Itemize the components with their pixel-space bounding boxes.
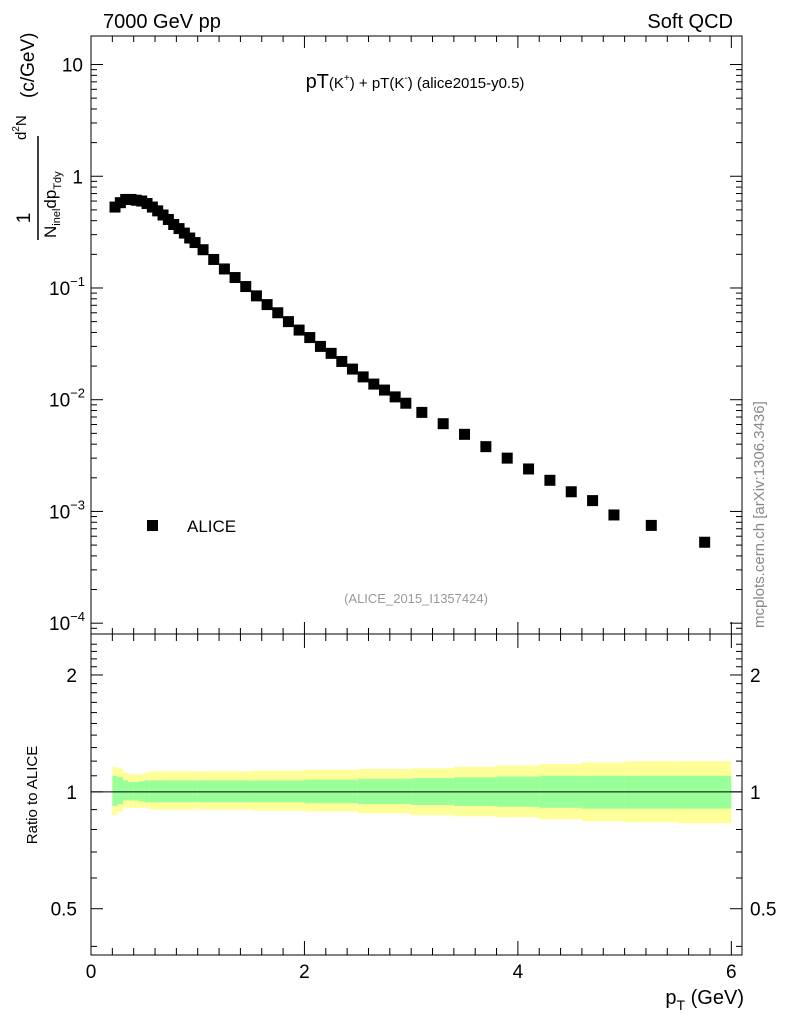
data-point [189,237,201,249]
data-point [368,378,380,390]
data-point [357,371,369,383]
x-tick-label: 0 [86,962,97,983]
ratio-inner-band-segment [139,781,145,802]
main-panel: 10 1 10−1 10−2 10−3 10−4 pT(K+) + pT(K-) (ali… [49,35,743,635]
plot-title: pT(K+) + pT(K-) (alice2015-y0.5) [306,71,525,93]
ratio-inner-band-segment [128,782,134,801]
ylabel-num-dn: d2N [11,115,30,140]
data-point [389,391,401,403]
data-point [336,355,348,367]
data-point [459,428,471,440]
x-axis-label: pT (GeV) [665,987,744,1013]
data-point [437,418,449,430]
ylabel-num-two: 2 [11,126,22,132]
main-y-tick-label: 10−2 [49,386,85,412]
ylabel-num-one: 1 [14,213,35,224]
ylabel-unit: (c/GeV) [18,33,39,98]
main-y-tick-label: 10−4 [49,609,85,635]
main-y-tick-label: 10 [62,56,83,77]
title-main: pT [306,71,329,93]
ratio-frame [90,633,743,956]
data-point [400,397,412,409]
main-y-axis-label: 1 d2N NineldpTdy (c/GeV) [11,33,64,240]
main-y-tick-label: 10−1 [49,274,85,300]
xlabel-unit: (GeV) [685,987,744,1009]
analysis-id: (ALICE_2015_I1357424) [344,591,488,606]
main-axis-ticks: 10 1 10−1 10−2 10−3 10−4 [49,36,742,635]
ratio-y-tick-label-right: 0.5 [750,900,776,921]
data-point [314,340,326,352]
header-energy: 7000 GeV pp [103,11,221,33]
ratio-inner-band-segment [133,782,140,801]
ratio-inner-band-segment [117,777,124,805]
data-point [304,332,316,344]
data-point [250,290,262,302]
x-tick-label: 2 [299,962,310,983]
data-point [272,307,284,319]
title-sup-2: - [404,73,407,84]
title-sup-1: + [344,73,350,84]
ratio-inner-band-segment [123,780,129,801]
ylabel-num-n: N [13,115,30,126]
main-y-tick-label: 10−3 [49,497,85,523]
ratio-y-tick-label-right: 2 [750,666,761,687]
data-point [229,272,241,284]
ratio-y-axis-label: Ratio to ALICE [24,746,41,844]
ylabel-den-dp: dp [41,190,60,209]
data-point [501,452,513,464]
xlabel-p: p [665,987,676,1009]
legend-marker-alice [147,520,158,531]
title-part-3: ) [408,75,413,92]
ratio-axis-ticks: 2 2 1 1 0.5 0.5 0 2 4 6 [51,634,776,983]
data-point [261,299,273,311]
data-point [240,281,252,293]
data-point [480,441,492,453]
data-point [544,474,556,486]
legend-label-alice: ALICE [187,517,236,536]
data-point [218,263,230,275]
ratio-y-tick-label-left: 1 [66,783,77,804]
ratio-y-tick-label-right: 1 [750,783,761,804]
data-point [608,509,620,521]
title-part-2: ) + pT(K [350,75,405,92]
x-tick-label: 6 [726,962,737,983]
ratio-bands [112,761,732,824]
data-point [523,463,535,475]
data-point [197,244,209,256]
ylabel-num-d: d [13,132,30,140]
ratio-inner-band-segment [112,775,118,806]
title-tag: (alice2015-y0.5) [413,75,525,92]
ratio-y-tick-label-left: 0.5 [51,900,77,921]
side-credit-label: mcplots.cern.ch [arXiv:1306.3436] [751,401,768,628]
x-tick-label: 4 [513,962,524,983]
ylabel-den-n: N [41,226,60,238]
ylabel-den-inel: inel [51,209,63,226]
ylabel-denominator: NineldpTdy [41,171,64,238]
header-category: Soft QCD [647,11,733,33]
ylabel-den-tdy: Tdy [52,171,64,190]
data-point [587,495,599,507]
data-point [346,363,358,375]
data-point [645,519,657,531]
main-y-tick-label: 1 [72,167,83,188]
data-point [208,253,220,265]
data-point [293,324,305,336]
ratio-y-tick-label-left: 2 [66,666,77,687]
xlabel-sub: T [677,997,686,1013]
data-point [565,486,577,498]
data-point [378,384,390,396]
data-point [325,347,337,359]
data-point [416,406,428,418]
data-point [699,536,711,548]
main-data-points [109,193,711,548]
data-point [282,316,294,328]
ratio-panel: 2 2 1 1 0.5 0.5 0 2 4 6 [51,633,776,983]
main-frame [90,35,743,635]
title-part-1: (K [329,75,344,92]
